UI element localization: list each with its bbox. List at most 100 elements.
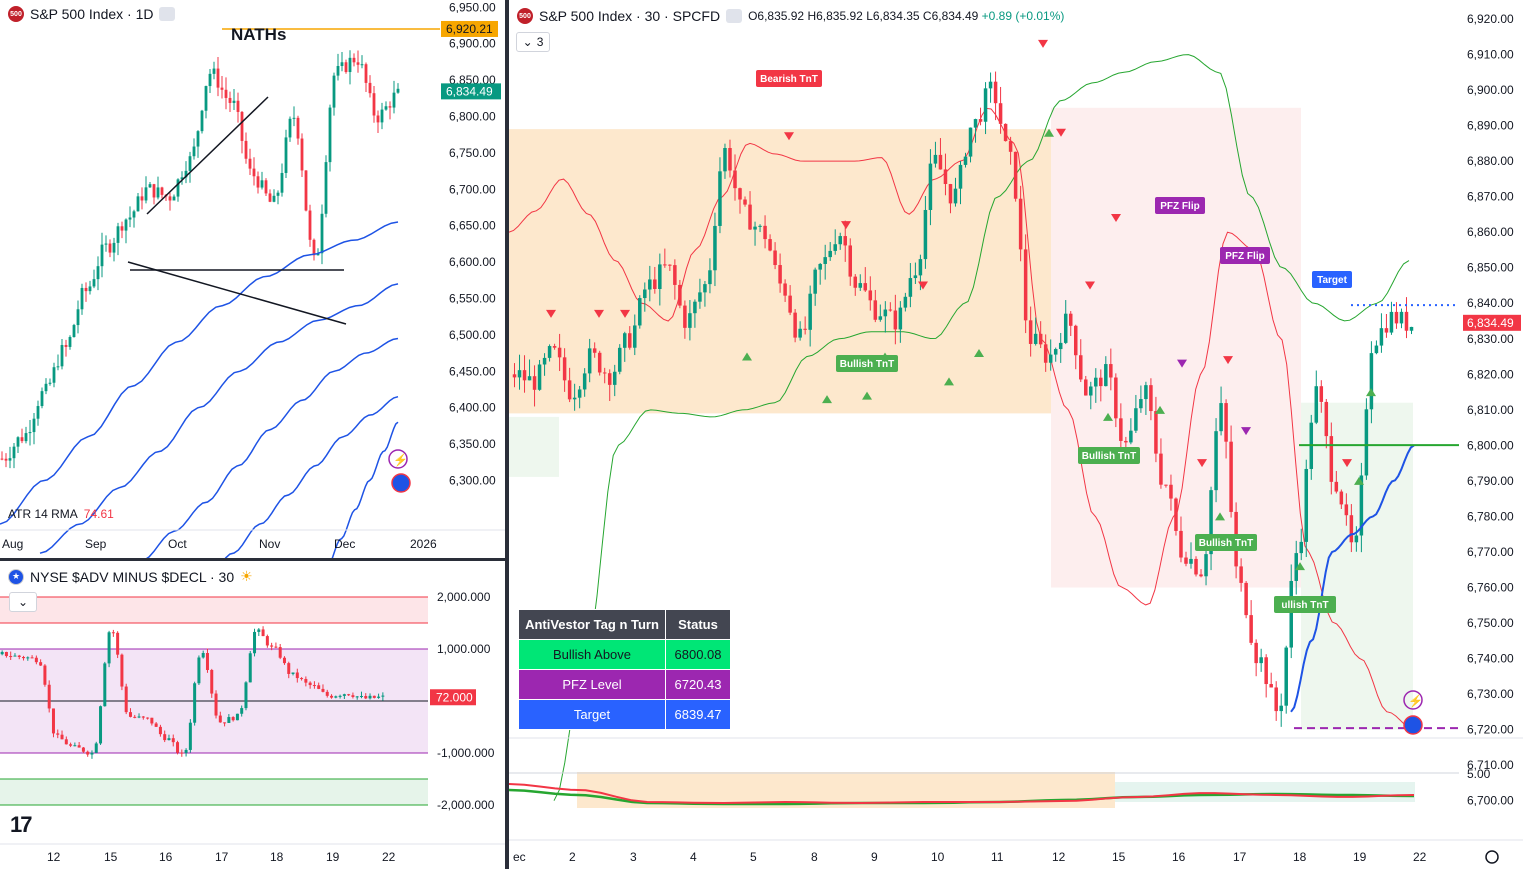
y-axis-tick-label: 6,850.00: [1467, 261, 1514, 275]
intraday-candle: [1249, 615, 1253, 643]
intraday-title[interactable]: S&P 500 Index · 30 · SPCFD: [539, 8, 721, 24]
adv-candle: [0, 651, 4, 655]
adv-candle: [342, 694, 346, 696]
adv-decl-canvas[interactable]: 2,000.000 1,000.000 -1,000.000 -2,000.000 72…: [0, 561, 505, 869]
adv-candle: [9, 656, 13, 658]
y-axis-tick-label: 6,700.00: [1467, 794, 1514, 808]
intraday-candle: [587, 348, 592, 374]
y-axis-tick-label: 6,500.00: [449, 328, 496, 342]
intraday-candle: [898, 307, 903, 330]
daily-candle: [192, 146, 196, 157]
intraday-candle: [878, 316, 883, 320]
adv-candle: [201, 653, 205, 658]
x-axis-tick-label: Sep: [85, 537, 107, 551]
adv-decl-pane[interactable]: 2,000.000 1,000.000 -1,000.000 -2,000.000 72…: [0, 561, 505, 869]
intraday-chart-pane[interactable]: 6,920.00 6,910.00 6,900.00 6,890.00 6,880.00…: [509, 0, 1523, 869]
intraday-candle: [512, 374, 517, 378]
atr-label[interactable]: ATR 14 RMA: [8, 507, 78, 521]
ohlc-high: H6,835.92: [807, 9, 863, 23]
daily-candle: [48, 382, 52, 384]
adv-candle: [223, 722, 227, 724]
intraday-candle: [1334, 481, 1339, 492]
intraday-candle: [542, 357, 547, 365]
adv-candle: [287, 663, 291, 674]
collapse-chevron-icon[interactable]: ⌄: [9, 592, 37, 612]
pane-divider-vertical[interactable]: [505, 0, 509, 869]
table-row: PFZ Level 6720.43: [518, 669, 731, 700]
x-axis-tick-label: 2: [569, 850, 576, 864]
intraday-candle: [703, 284, 707, 293]
daily-title[interactable]: S&P 500 Index · 1D: [30, 6, 154, 22]
intraday-candle: [1369, 353, 1374, 410]
adv-candle: [176, 742, 180, 753]
intraday-candle: [1284, 647, 1288, 706]
daily-candle: [340, 62, 344, 67]
x-axis-tick-label: Dec: [334, 537, 355, 551]
daily-chart-pane[interactable]: 6,950.00 6,900.00 6,850.00 6,800.00 6,750.00…: [0, 0, 505, 559]
daily-candle: [268, 193, 272, 202]
tradingview-logo[interactable]: 17: [10, 812, 33, 837]
intraday-legend: 500 S&P 500 Index · 30 · SPCFD O6,835.92…: [517, 8, 1064, 24]
intraday-candle: [858, 283, 863, 288]
daily-candle: [252, 168, 256, 177]
pane-divider-horizontal[interactable]: [0, 558, 505, 561]
adv-candle: [235, 713, 239, 721]
adv-candle: [39, 662, 43, 666]
daily-candle: [224, 89, 228, 98]
daily-candle: [284, 137, 288, 173]
intraday-chart-canvas[interactable]: 6,920.00 6,910.00 6,900.00 6,890.00 6,880.00…: [509, 0, 1523, 869]
intraday-candle: [658, 264, 662, 289]
intraday-candle: [1104, 364, 1108, 387]
adv-candle: [193, 683, 197, 723]
intraday-candle: [828, 250, 832, 258]
y-axis-tick-label: 6,900.00: [1467, 83, 1514, 97]
x-axis-tick-label: 10: [931, 850, 945, 864]
intraday-candle: [948, 184, 953, 204]
adv-candle: [304, 678, 308, 683]
intraday-candle: [1084, 379, 1088, 396]
intraday-candle: [1289, 580, 1293, 648]
intraday-candle: [788, 295, 792, 313]
intraday-candle: [723, 147, 727, 172]
intraday-candle: [1394, 311, 1399, 324]
daily-chart-canvas[interactable]: 6,950.006,900.006,850.006,800.006,750.00…: [0, 0, 505, 559]
daily-candle: [364, 64, 368, 83]
intraday-candle: [628, 333, 632, 348]
daily-candle: [228, 97, 232, 103]
row-value: 6720.43: [665, 669, 731, 700]
intraday-candle: [818, 263, 822, 270]
intraday-candle: [1269, 684, 1273, 688]
target-label-box: [1312, 271, 1352, 288]
intraday-candle: [532, 376, 537, 390]
indicators-collapse-button[interactable]: ⌄ 3: [516, 32, 550, 52]
y-axis-tick-label: 6,900.00: [449, 37, 496, 51]
intraday-candle: [653, 279, 657, 289]
daily-candle: [72, 325, 76, 338]
intraday-candle: [1164, 484, 1168, 486]
y-axis-tick-label: 6,810.00: [1467, 403, 1514, 417]
daily-candle: [144, 187, 148, 201]
y-axis-tick-label: 6,950.00: [449, 0, 496, 14]
bullish-tnt-label-box: [836, 355, 898, 372]
adv-candle: [261, 629, 265, 637]
daily-candle: [56, 366, 60, 368]
intraday-candle: [1189, 558, 1193, 564]
intraday-candle: [1028, 320, 1033, 344]
x-axis-tick-label: 16: [159, 850, 173, 864]
adv-candle: [4, 651, 8, 657]
ohlc-open: O6,835.92: [748, 9, 805, 23]
y-axis-tick-label: 6,650.00: [449, 219, 496, 233]
eye-icon[interactable]: [726, 9, 743, 23]
adv-candle: [13, 655, 17, 657]
adv-title[interactable]: NYSE $ADV MINUS $DECL · 30: [30, 568, 235, 585]
sell-triangle-marker: [1085, 281, 1095, 290]
x-axis-tick-label: 22: [382, 850, 396, 864]
intraday-candle: [913, 275, 918, 279]
intraday-candle: [738, 188, 742, 200]
intraday-candle: [1013, 151, 1018, 199]
intraday-candle: [1023, 249, 1028, 321]
eye-icon[interactable]: [159, 7, 176, 21]
intraday-candle: [1174, 498, 1178, 531]
intraday-candle: [1073, 325, 1078, 356]
daily-legend: 500 S&P 500 Index · 1D: [8, 6, 176, 22]
